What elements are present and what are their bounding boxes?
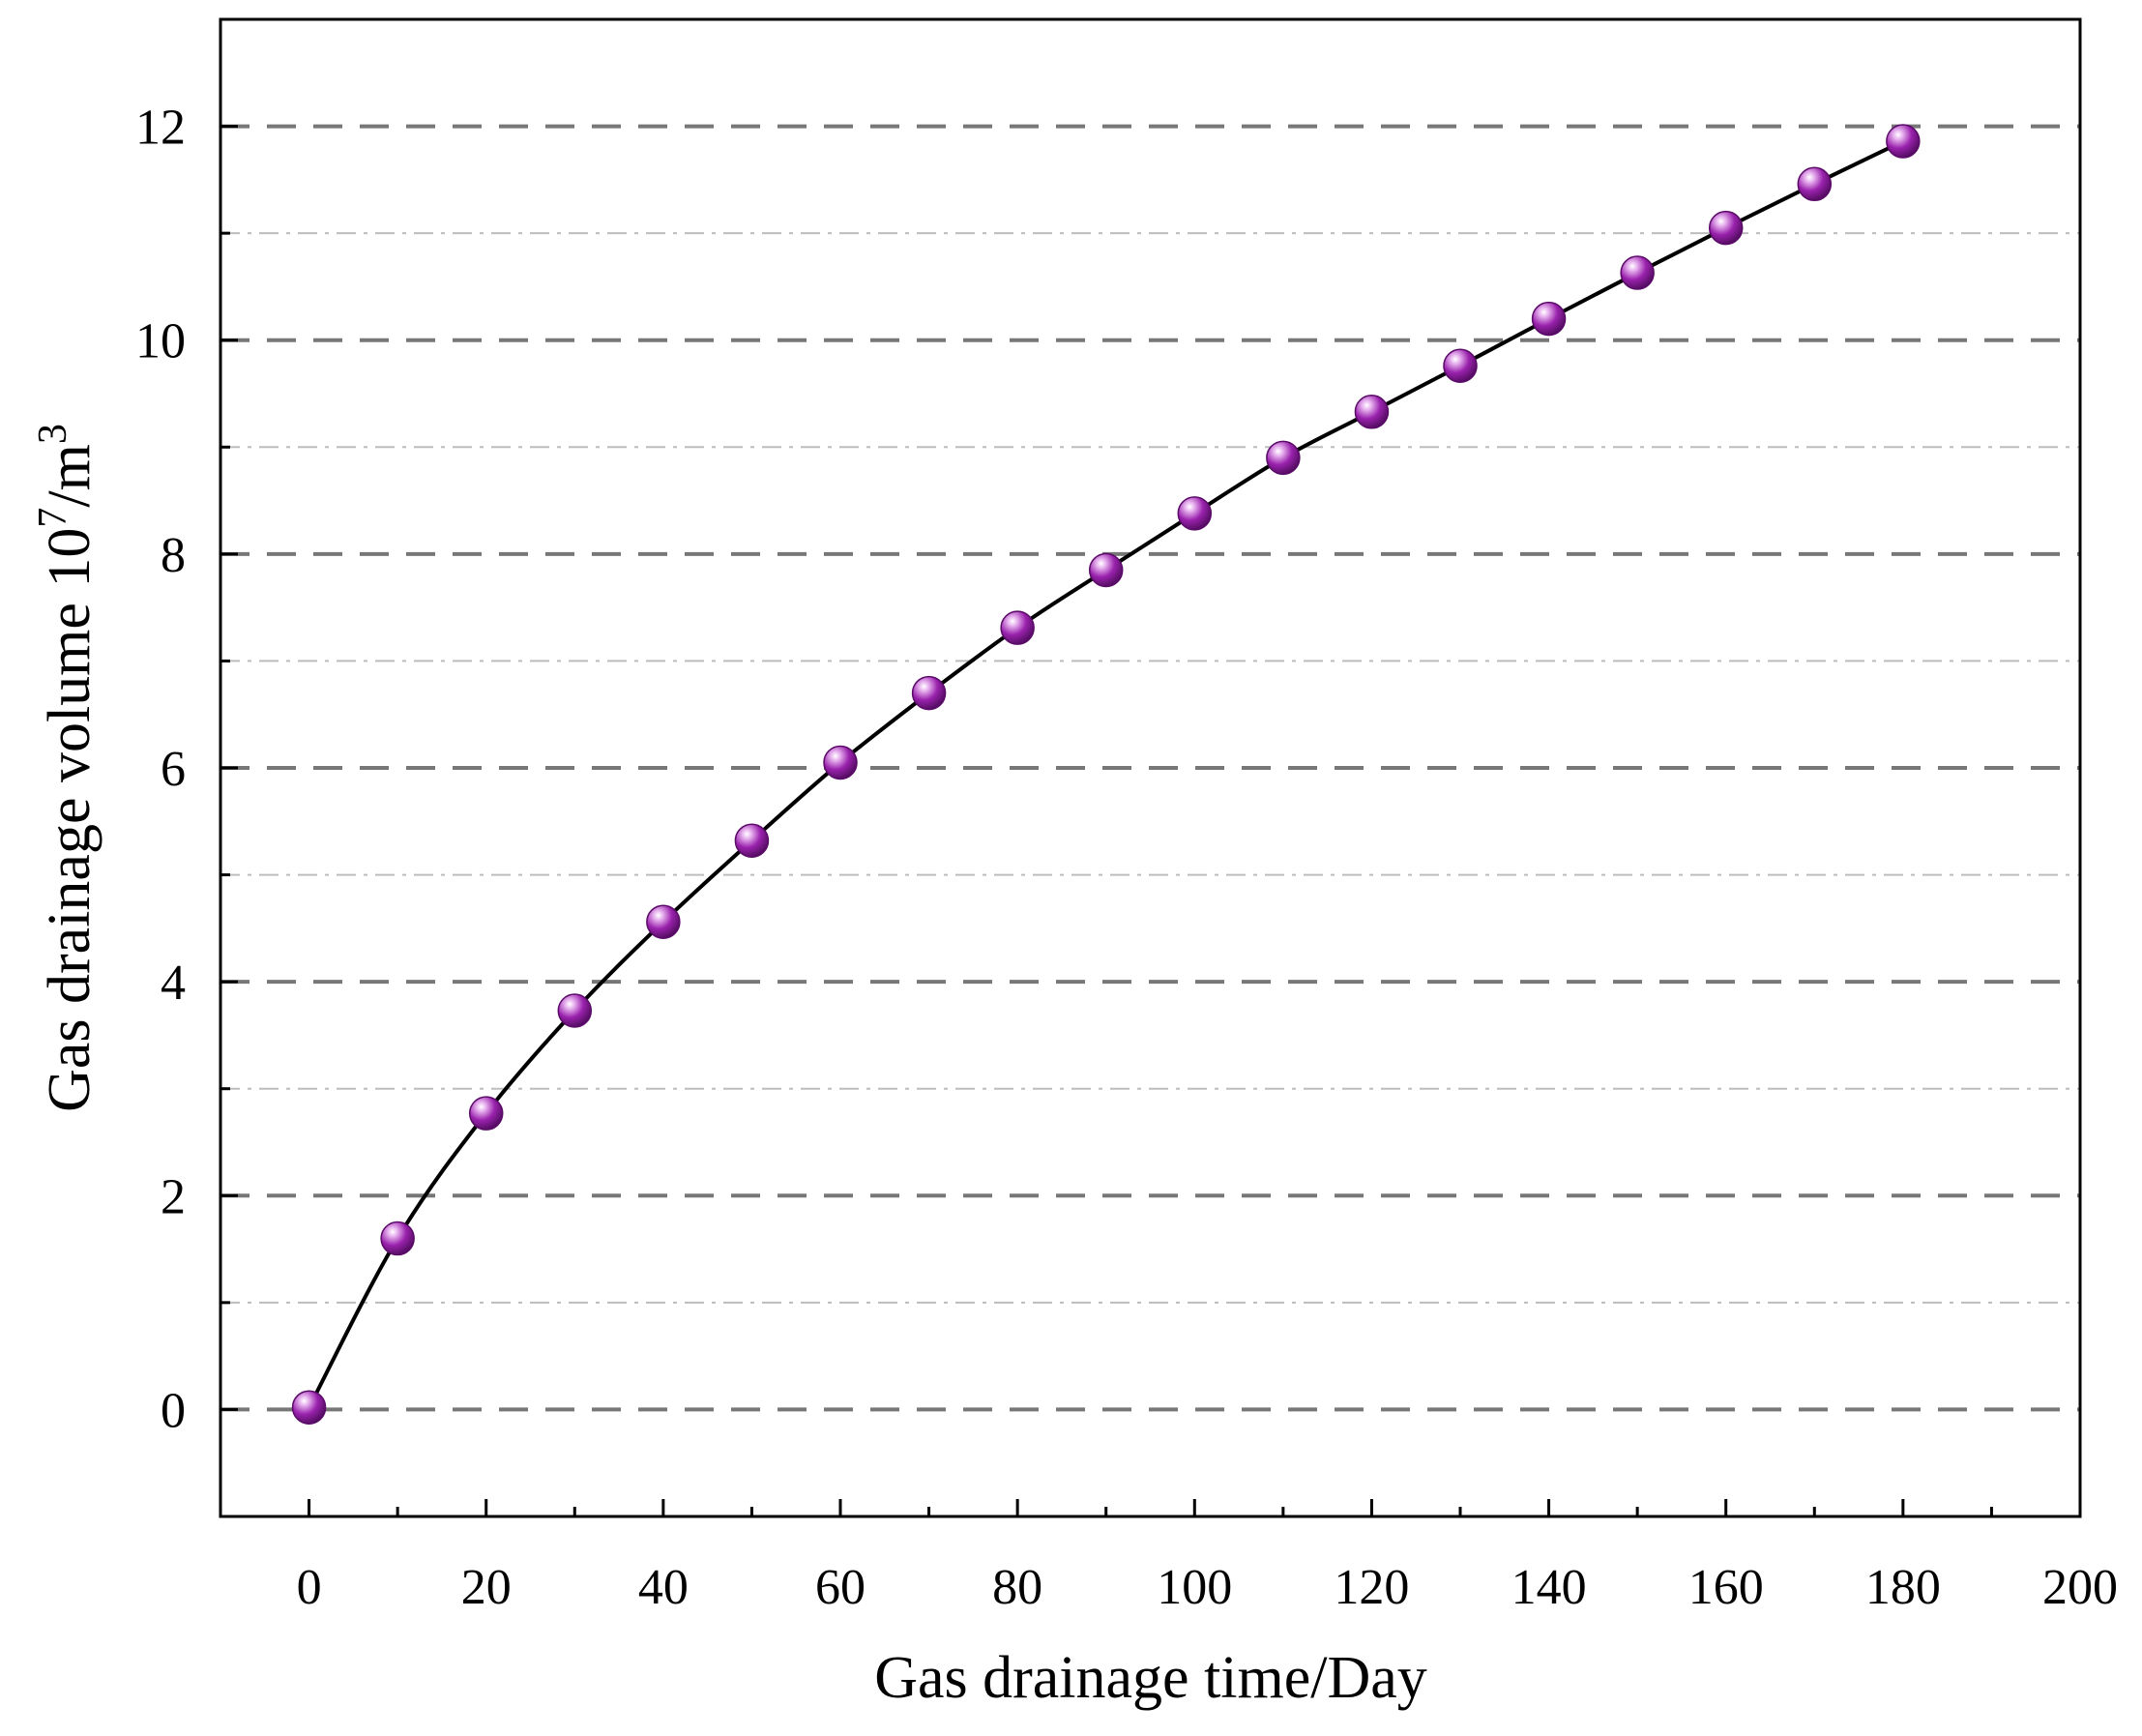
data-point [1797, 166, 1833, 202]
y-tick-label: 0 [161, 1383, 186, 1438]
x-tick-label: 100 [1157, 1560, 1232, 1615]
x-tick-label: 120 [1334, 1560, 1409, 1615]
data-point [646, 904, 681, 939]
x-tick-label: 160 [1688, 1560, 1764, 1615]
data-point [734, 823, 770, 858]
y-tick-label: 10 [135, 314, 186, 369]
x-axis-title: Gas drainage time/Day [874, 1645, 1427, 1711]
data-point [557, 993, 593, 1028]
data-point [911, 675, 947, 711]
data-point [1177, 496, 1213, 531]
data-point [823, 745, 858, 780]
data-point [1531, 301, 1567, 337]
data-point [1708, 210, 1744, 246]
x-tick-label: 80 [992, 1560, 1042, 1615]
axis-ticks [220, 125, 2082, 1516]
data-point [468, 1096, 504, 1131]
y-tick-labels: 0 2 4 6 8 10 12 [135, 101, 186, 1439]
x-tick-label: 40 [638, 1560, 689, 1615]
y-axis-title: Gas drainage volume 107/m3 [31, 424, 103, 1112]
y-tick-label: 4 [161, 956, 186, 1011]
x-tick-label: 200 [2042, 1560, 2118, 1615]
data-point [1443, 348, 1478, 384]
data-point [1266, 440, 1301, 476]
grid-lines [220, 124, 2080, 1412]
y-tick-label: 2 [161, 1169, 186, 1224]
y-tick-label: 12 [135, 101, 186, 156]
data-point [1088, 552, 1124, 588]
data-point [1354, 395, 1390, 429]
y-tick-label: 8 [161, 528, 186, 583]
x-tick-label: 0 [297, 1560, 322, 1615]
data-point [380, 1221, 415, 1256]
data-point [1620, 255, 1655, 290]
data-point [291, 1390, 327, 1425]
data-point [1886, 124, 1921, 159]
y-tick-label: 6 [161, 742, 186, 797]
x-tick-label: 60 [815, 1560, 866, 1615]
x-tick-label: 20 [461, 1560, 512, 1615]
data-markers [291, 124, 1921, 1425]
data-point [1000, 610, 1035, 645]
x-tick-label: 140 [1511, 1560, 1587, 1615]
x-tick-label: 180 [1865, 1560, 1941, 1615]
series-line [307, 139, 1904, 1409]
x-tick-labels: 0 20 40 60 80 100 120 140 160 180 200 [297, 1560, 2118, 1615]
